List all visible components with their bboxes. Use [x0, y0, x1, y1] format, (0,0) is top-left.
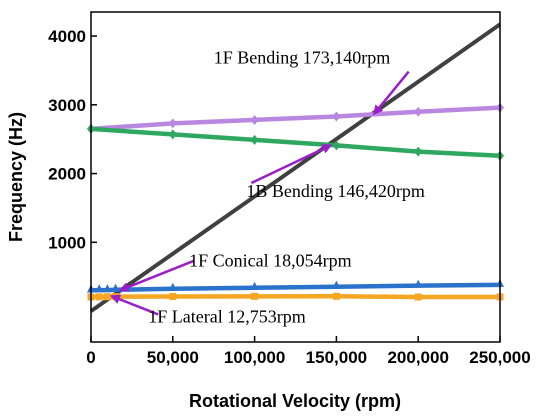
series-line-1b-bending — [90, 126, 501, 158]
data-point-1f-conical — [95, 284, 104, 293]
data-point-1f-lateral — [332, 292, 340, 300]
x-axis-title: Rotational Velocity (rpm) — [189, 391, 401, 411]
x-tick-label: 0 — [86, 348, 95, 367]
data-point-1f-bending — [332, 111, 341, 122]
annotation-label: 1F Conical 18,054rpm — [189, 251, 352, 271]
data-point-1b-bending — [414, 146, 423, 157]
annotation-arrow — [118, 259, 195, 292]
data-point-1f-conical — [332, 280, 341, 289]
y-ticks: 1000 2000 3000 4000 — [48, 27, 97, 252]
y-tick-label: 1000 — [48, 233, 86, 252]
series-line-excitation — [89, 22, 502, 313]
x-tick-label: 150,000 — [306, 348, 367, 367]
data-point-1f-conical — [111, 283, 120, 292]
data-point-1f-bending — [414, 106, 423, 117]
data-point-1f-lateral — [169, 292, 177, 300]
data-point-1f-conical — [250, 281, 259, 290]
x-tick-label: 50,000 — [147, 348, 199, 367]
data-point-1f-lateral — [103, 293, 111, 301]
data-point-1b-bending — [168, 129, 177, 140]
annotation-label: 1F Bending 173,140rpm — [214, 48, 391, 68]
data-point-1b-bending — [250, 134, 259, 145]
y-tick-label: 2000 — [48, 165, 86, 184]
data-point-1f-lateral — [95, 293, 103, 301]
x-ticks: 0 50,000 100,000 150,000 200,000 250,000 — [86, 336, 531, 367]
data-point-1f-lateral — [414, 293, 422, 301]
data-point-1f-lateral — [251, 292, 259, 300]
annotation-label: 1B Bending 146,420rpm — [246, 181, 424, 201]
annotation-layer: 1F Bending 173,140rpm 1B Bending 146,420r… — [110, 48, 425, 326]
series-line-1f-lateral — [90, 294, 500, 300]
data-point-1f-bending — [168, 118, 177, 129]
y-tick-label: 3000 — [48, 96, 86, 115]
series-line-1f-conical — [90, 282, 501, 293]
data-point-1f-conical — [103, 284, 112, 293]
x-tick-label: 100,000 — [224, 348, 285, 367]
annotation-arrow — [250, 144, 333, 185]
y-axis-title: Frequency (Hz) — [6, 112, 26, 242]
x-tick-label: 200,000 — [387, 348, 448, 367]
y-tick-label: 4000 — [48, 27, 86, 46]
annotation-arrow — [110, 294, 159, 316]
plot-frame — [90, 11, 501, 343]
data-point-1f-bending — [250, 114, 259, 125]
data-point-1b-bending — [332, 140, 341, 151]
data-point-1f-conical — [414, 279, 423, 288]
series-layer — [87, 22, 504, 313]
series-line-1f-bending — [90, 105, 501, 132]
annotation-arrow — [372, 70, 410, 116]
data-point-1f-conical — [168, 282, 177, 291]
annotation-label: 1F Lateral 12,753rpm — [148, 306, 305, 326]
x-tick-label: 250,000 — [469, 348, 530, 367]
